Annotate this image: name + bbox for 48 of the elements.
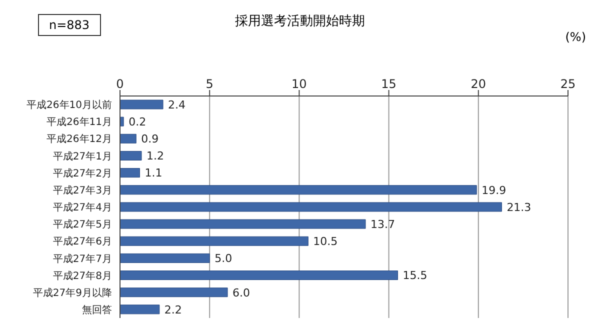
data-label: 1.1: [144, 166, 162, 180]
data-label: 6.0: [232, 286, 250, 300]
bar: [120, 270, 398, 280]
y-tick-label: 無回答: [82, 304, 112, 316]
y-tick-label: 平成27年9月以降: [32, 286, 112, 299]
y-tick-label: 平成26年12月: [46, 133, 112, 146]
data-label: 21.3: [506, 200, 532, 214]
data-label: 0.2: [128, 115, 146, 128]
x-tick-label: 5: [206, 77, 214, 91]
data-label: 10.5: [313, 235, 338, 248]
bar: [120, 253, 210, 263]
bar: [120, 202, 502, 212]
bar: [120, 168, 140, 178]
x-tick-label: 20: [470, 77, 486, 91]
text: n=883: [38, 14, 101, 36]
bar: [120, 304, 160, 314]
bar: [120, 150, 142, 160]
x-tick-label: 25: [560, 77, 576, 91]
y-tick-label: 平成27年6月: [52, 236, 112, 248]
bar: [120, 134, 136, 144]
data-label: 2.2: [164, 303, 182, 316]
x-tick-label: 10: [292, 77, 307, 91]
x-tick-label: 0: [116, 77, 124, 91]
data-label: 19.9: [482, 184, 506, 197]
data-label: 0.9: [141, 132, 159, 146]
y-tick-label: 平成27年4月: [52, 202, 112, 214]
y-tick-label: 平成26年10月以前: [26, 99, 112, 112]
bar: [120, 185, 477, 195]
y-tick-label: 平成27年2月: [52, 167, 112, 180]
bar: [120, 288, 228, 298]
data-label: 15.5: [402, 269, 428, 282]
bar: [120, 116, 124, 126]
y-tick-label: 平成27年5月: [52, 218, 112, 231]
data-label: 1.2: [146, 150, 164, 163]
chart-title: 採用選考活動開始時期: [235, 14, 365, 29]
bar: [120, 236, 308, 246]
data-label: 5.0: [214, 252, 232, 266]
x-tick-label: 15: [381, 77, 396, 91]
data-label: 13.7: [370, 218, 396, 231]
y-tick-label: 平成27年3月: [52, 184, 112, 196]
bar: [120, 100, 164, 110]
x-axis-title: (%): [565, 30, 586, 44]
y-tick-label: 平成27年7月: [52, 252, 112, 265]
bar: [120, 219, 366, 229]
data-label: 2.4: [168, 98, 186, 112]
y-tick-label: 平成27年8月: [52, 270, 112, 282]
y-tick-label: 平成27年1月: [52, 150, 112, 162]
y-tick-label: 平成26年11月: [46, 116, 112, 128]
